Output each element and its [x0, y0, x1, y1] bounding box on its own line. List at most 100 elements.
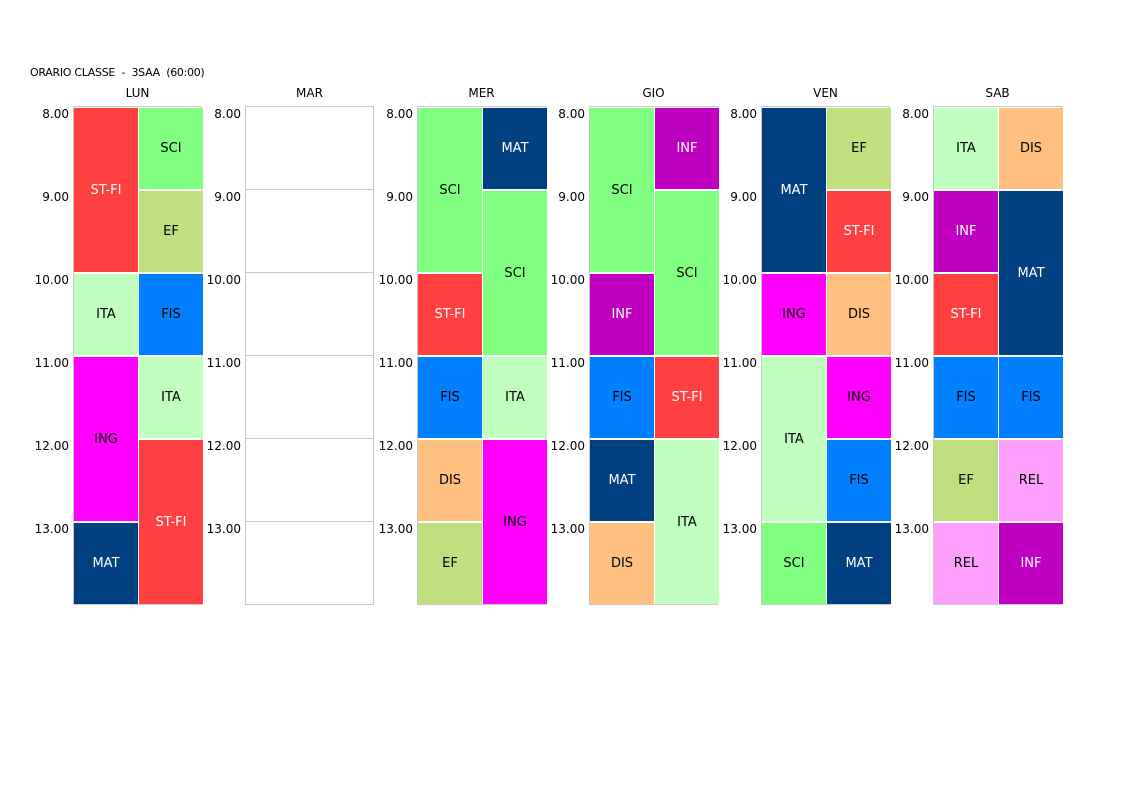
lesson-subject: FIS [161, 307, 181, 322]
lesson-cell[interactable]: EF [139, 191, 203, 272]
lesson-cell[interactable]: ST-FI [418, 274, 482, 355]
day-column-sab: ITA DIS INF MAT ST-FI FIS FIS EF REL REL INF [933, 106, 1063, 605]
time-label: 10.00 [378, 273, 413, 287]
lesson-cell[interactable]: SCI [483, 191, 547, 355]
lesson-subject: EF [163, 224, 179, 239]
lesson-cell[interactable]: ST-FI [827, 191, 891, 272]
lesson-cell[interactable]: EF [934, 440, 998, 521]
lesson-cell[interactable]: EF [418, 523, 482, 604]
day-column-mar [245, 106, 374, 605]
lesson-subject: FIS [956, 390, 976, 405]
time-label: 11.00 [378, 356, 413, 370]
lesson-cell[interactable]: ST-FI [74, 108, 138, 272]
lesson-subject: MAT [780, 182, 808, 198]
lesson-subject: SCI [439, 182, 461, 198]
time-label: 11.00 [34, 356, 69, 370]
lesson-cell[interactable]: SCI [418, 108, 482, 272]
lesson-subject: SCI [676, 265, 698, 281]
lesson-cell[interactable]: SCI [655, 191, 719, 355]
lesson-subject: SCI [160, 141, 182, 156]
lesson-cell[interactable]: FIS [827, 440, 891, 521]
lesson-cell[interactable]: MAT [762, 108, 826, 272]
lesson-subject: SCI [783, 556, 805, 571]
lesson-cell[interactable]: FIS [139, 274, 203, 355]
time-label: 10.00 [34, 273, 69, 287]
lesson-cell[interactable]: ITA [655, 440, 719, 604]
lesson-subject: ING [94, 431, 118, 447]
lesson-subject: ST-FI [950, 307, 982, 322]
time-label: 8.00 [902, 107, 929, 121]
lesson-subject: ITA [161, 390, 181, 405]
lesson-cell[interactable]: ING [483, 440, 547, 604]
lesson-cell[interactable]: MAT [827, 523, 891, 604]
time-label: 12.00 [894, 439, 929, 453]
lesson-subject: ST-FI [155, 514, 187, 530]
lesson-subject: ITA [505, 390, 525, 405]
lesson-cell[interactable]: ING [762, 274, 826, 355]
lesson-cell[interactable]: ST-FI [139, 440, 203, 604]
lesson-cell[interactable]: INF [934, 191, 998, 272]
time-label: 10.00 [894, 273, 929, 287]
time-label: 11.00 [894, 356, 929, 370]
time-label: 8.00 [214, 107, 241, 121]
lesson-cell[interactable]: ING [827, 357, 891, 438]
lesson-subject: INF [1020, 556, 1042, 571]
lesson-cell[interactable]: ITA [74, 274, 138, 355]
lesson-subject: MAT [1017, 265, 1045, 281]
lesson-subject: EF [851, 141, 867, 156]
lesson-cell[interactable]: FIS [590, 357, 654, 438]
lesson-cell[interactable]: FIS [934, 357, 998, 438]
time-label: 13.00 [550, 522, 585, 536]
lesson-cell[interactable]: DIS [418, 440, 482, 521]
time-label: 10.00 [550, 273, 585, 287]
lesson-cell[interactable]: DIS [999, 108, 1063, 189]
lesson-subject: INF [611, 307, 633, 322]
lesson-cell[interactable]: FIS [999, 357, 1063, 438]
lesson-subject: ITA [96, 307, 116, 322]
lesson-cell[interactable]: MAT [74, 523, 138, 604]
lesson-cell[interactable]: ING [74, 357, 138, 521]
lesson-cell[interactable]: REL [934, 523, 998, 604]
lesson-subject: ST-FI [671, 390, 703, 405]
time-label: 9.00 [558, 190, 585, 204]
lesson-cell[interactable]: ST-FI [934, 274, 998, 355]
lesson-subject: EF [442, 556, 458, 571]
lesson-cell[interactable]: ITA [483, 357, 547, 438]
lesson-subject: ING [782, 307, 806, 322]
lesson-subject: ING [503, 514, 527, 530]
lesson-cell[interactable]: INF [590, 274, 654, 355]
lesson-cell[interactable]: SCI [139, 108, 203, 189]
lesson-cell[interactable]: ITA [934, 108, 998, 189]
time-label: 11.00 [722, 356, 757, 370]
lesson-subject: ITA [677, 514, 697, 530]
time-label: 13.00 [34, 522, 69, 536]
time-label: 12.00 [550, 439, 585, 453]
lesson-cell[interactable]: MAT [483, 108, 547, 189]
slot-divider [246, 438, 373, 439]
lesson-cell[interactable]: SCI [762, 523, 826, 604]
lesson-subject: FIS [1021, 390, 1041, 405]
lesson-cell[interactable]: ITA [139, 357, 203, 438]
lesson-subject: DIS [438, 473, 462, 488]
lesson-cell[interactable]: INF [999, 523, 1063, 604]
day-header-sab: SAB [985, 86, 1010, 100]
lesson-cell[interactable]: SCI [590, 108, 654, 272]
lesson-cell[interactable]: EF [827, 108, 891, 189]
lesson-subject: DIS [847, 307, 871, 322]
lesson-cell[interactable]: INF [655, 108, 719, 189]
lesson-cell[interactable]: ST-FI [655, 357, 719, 438]
time-label: 9.00 [902, 190, 929, 204]
lesson-subject: DIS [610, 556, 634, 571]
lesson-subject: INF [955, 224, 977, 239]
lesson-cell[interactable]: DIS [590, 523, 654, 604]
time-label: 13.00 [894, 522, 929, 536]
lesson-cell[interactable]: FIS [418, 357, 482, 438]
lesson-subject: MAT [501, 141, 529, 156]
lesson-subject: MAT [608, 473, 636, 488]
lesson-cell[interactable]: MAT [590, 440, 654, 521]
day-header-lun: LUN [125, 86, 150, 100]
lesson-cell[interactable]: MAT [999, 191, 1063, 355]
lesson-cell[interactable]: DIS [827, 274, 891, 355]
lesson-cell[interactable]: REL [999, 440, 1063, 521]
lesson-cell[interactable]: ITA [762, 357, 826, 521]
